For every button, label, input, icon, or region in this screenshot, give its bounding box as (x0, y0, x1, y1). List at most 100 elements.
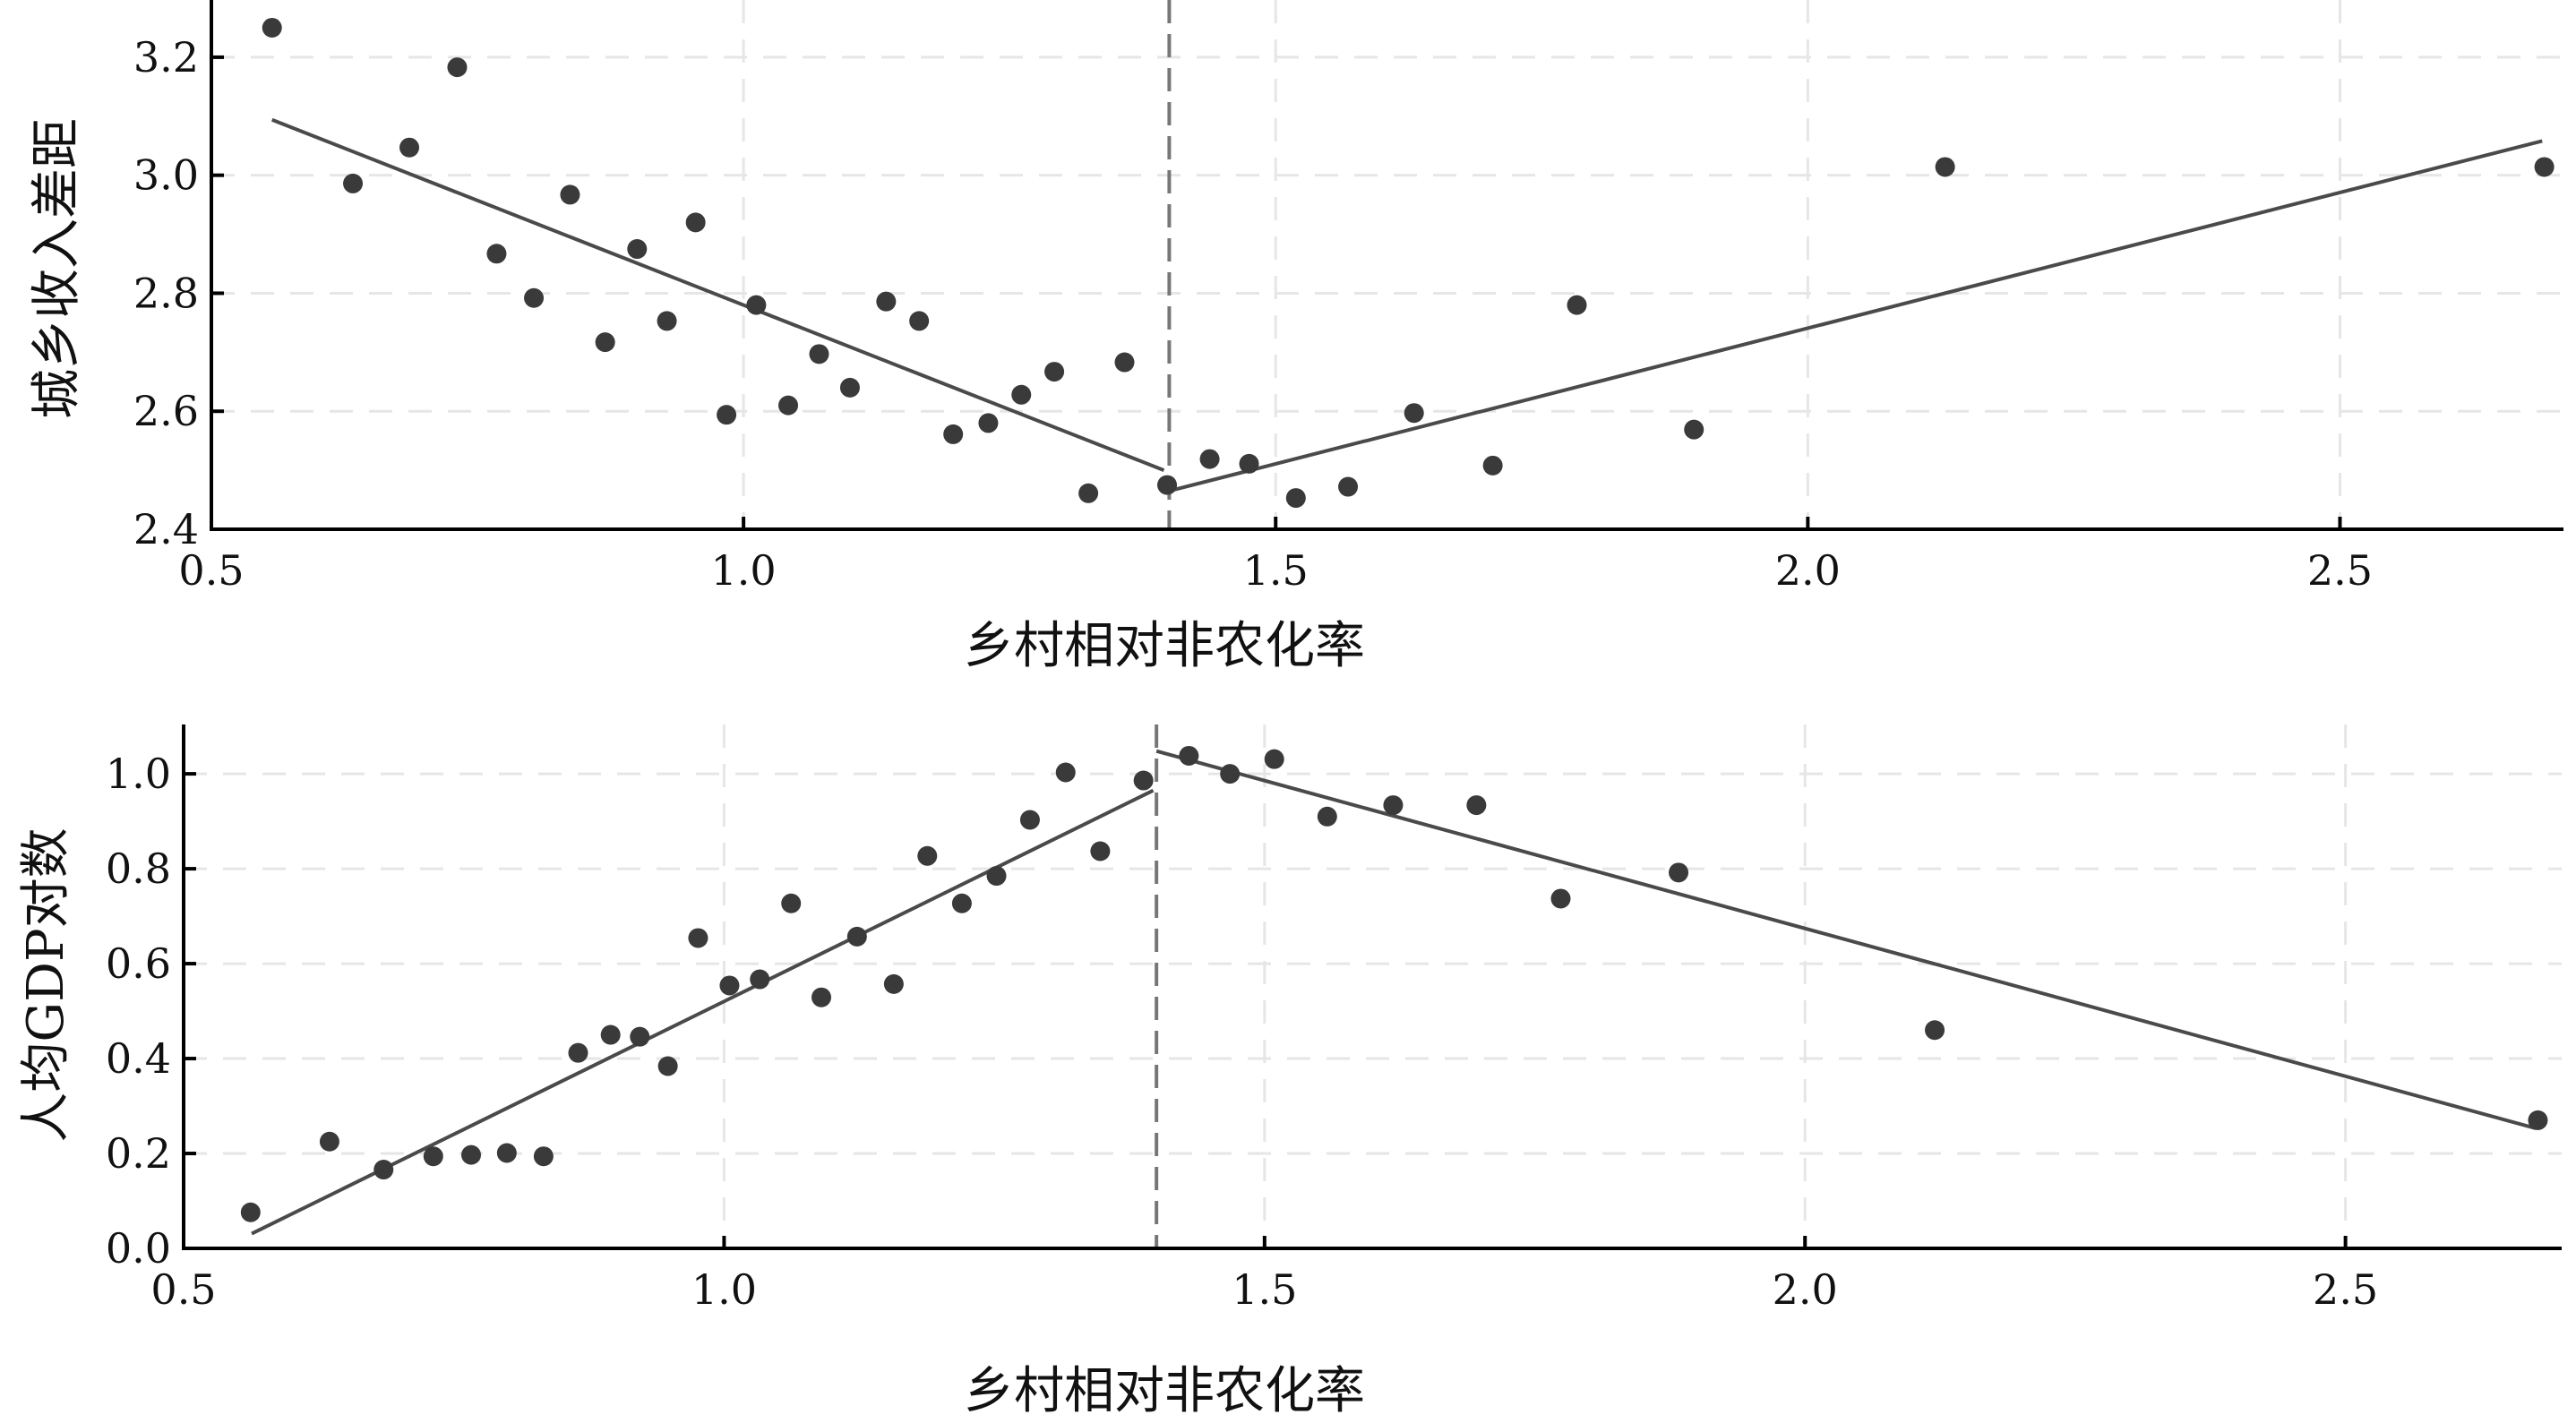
data-point (1078, 483, 1099, 503)
data-point (595, 332, 615, 353)
data-point (1011, 384, 1032, 405)
x-tick-label: 2.5 (2313, 1265, 2378, 1314)
data-point (2528, 1110, 2548, 1130)
data-point (1199, 449, 1220, 469)
x-tick-label: 2.0 (1773, 1265, 1838, 1314)
data-point (1550, 888, 1571, 909)
data-point (486, 244, 507, 264)
data-point (319, 1131, 339, 1152)
data-point (1935, 157, 1955, 177)
y-tick-label: 0.0 (106, 1224, 171, 1273)
data-point (262, 17, 282, 38)
y-tick-label: 0.8 (106, 844, 171, 893)
data-point (399, 137, 420, 158)
y-tick-label: 3.0 (133, 151, 199, 200)
data-point (685, 212, 706, 233)
data-point (1264, 749, 1284, 769)
data-point (688, 928, 708, 948)
data-point (2534, 157, 2555, 177)
data-point (943, 424, 964, 444)
data-point (630, 1026, 650, 1047)
data-point (809, 344, 829, 364)
fit-line (1155, 749, 2537, 1130)
data-point (1404, 403, 1424, 424)
data-point (1019, 810, 1040, 830)
data-point (986, 866, 1007, 887)
data-point (1482, 455, 1503, 476)
data-point (524, 287, 545, 308)
data-point (343, 173, 364, 193)
panel-1: 0.5 1.0 1.5 2.0 2.5 2.4 2.6 2.8 3.0 3.2 乡村相对非农化率 城乡… (28, 0, 2563, 675)
data-point (240, 1202, 261, 1222)
y-tick-label: 0.4 (106, 1034, 171, 1083)
data-point (1383, 795, 1404, 816)
y-tick-label: 3.2 (133, 33, 199, 81)
data-point (883, 973, 904, 994)
data-point (876, 291, 897, 312)
data-point (627, 239, 648, 260)
data-point (1317, 806, 1337, 827)
data-point (978, 413, 999, 433)
data-point (1466, 795, 1487, 816)
data-point (717, 405, 737, 425)
data-point (1055, 762, 1076, 783)
data-point (1684, 419, 1704, 440)
data-point (1285, 488, 1306, 509)
data-point (600, 1024, 621, 1045)
data-point (839, 377, 860, 398)
y-axis-label: 人均GDP对数 (17, 827, 75, 1142)
x-tick-label: 1.5 (1243, 546, 1309, 595)
data-point (1925, 1020, 1945, 1041)
x-tick-label: 2.0 (1775, 546, 1841, 595)
data-point (568, 1042, 588, 1063)
data-point (1179, 745, 1199, 766)
data-point (951, 893, 972, 913)
data-point (750, 969, 770, 990)
data-point (917, 845, 938, 866)
x-tick-label: 1.5 (1232, 1265, 1297, 1314)
data-point (778, 395, 799, 416)
fit-line (270, 117, 1165, 472)
x-tick-label: 1.0 (691, 1265, 757, 1314)
data-point (1567, 295, 1587, 315)
y-tick-label: 2.6 (133, 387, 199, 435)
data-point (1133, 770, 1154, 791)
data-point (1338, 476, 1359, 497)
y-tick-label: 0.6 (106, 939, 171, 988)
data-point (423, 1146, 443, 1167)
data-point (1157, 475, 1178, 495)
x-tick-label: 2.5 (2307, 546, 2373, 595)
x-axis-label: 乡村相对非农化率 (964, 1362, 1365, 1420)
data-point (447, 57, 468, 78)
data-point (1220, 764, 1241, 784)
data-point (657, 311, 677, 331)
data-point (496, 1143, 517, 1163)
data-point (1090, 841, 1111, 862)
data-point (533, 1146, 554, 1167)
data-point (1114, 352, 1135, 373)
panel-2: 0.5 1.0 1.5 2.0 2.5 0.0 0.2 0.4 0.6 0.8 1.0 乡村相对非农化… (17, 724, 2562, 1420)
y-axis-label: 城乡收入差距 (28, 118, 86, 419)
x-tick-label: 1.0 (711, 546, 777, 595)
y-tick-label: 0.2 (106, 1129, 171, 1178)
data-point (811, 987, 832, 1007)
data-point (781, 893, 802, 913)
y-tick-label: 2.8 (133, 269, 199, 317)
data-point (1239, 453, 1259, 474)
x-tick-label: 0.5 (150, 1265, 216, 1314)
data-point (461, 1144, 482, 1165)
data-point (1044, 362, 1065, 382)
data-point (909, 311, 930, 331)
fit-line (1166, 139, 2543, 493)
data-point (846, 926, 867, 947)
x-tick-label: 0.5 (178, 546, 244, 595)
x-axis-label: 乡村相对非农化率 (964, 617, 1365, 675)
y-tick-label: 2.4 (133, 505, 199, 553)
data-point (560, 184, 580, 205)
fit-line (251, 788, 1155, 1236)
data-point (746, 295, 767, 315)
y-tick-label: 1.0 (106, 750, 171, 798)
data-point (719, 975, 740, 996)
data-point (374, 1160, 394, 1180)
